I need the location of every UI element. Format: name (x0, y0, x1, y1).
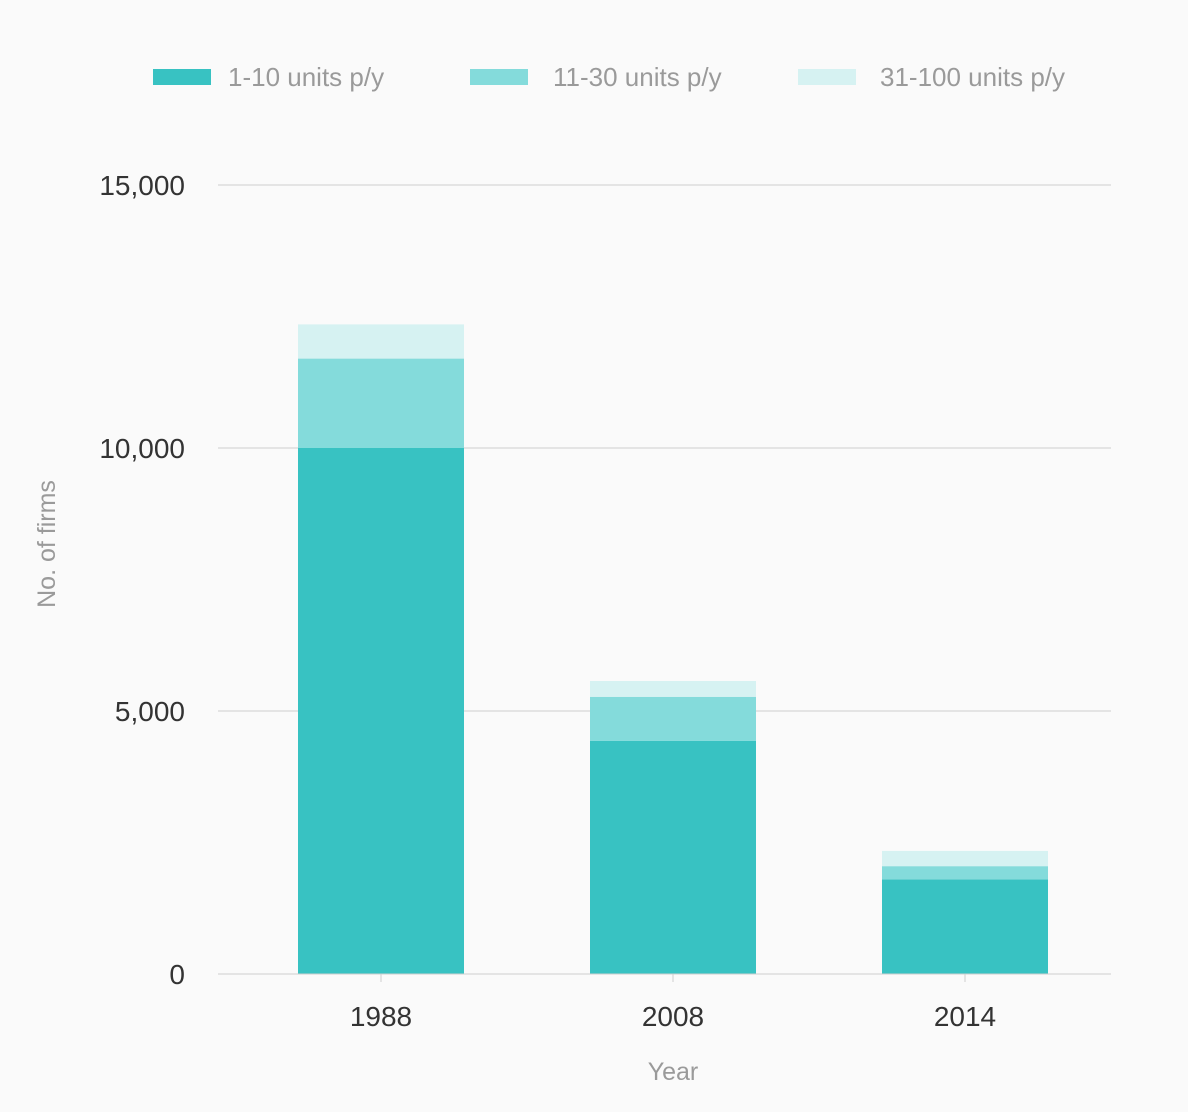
y-tick-label: 0 (169, 959, 185, 990)
x-tick-label: 2008 (642, 1001, 704, 1032)
bar-segment (298, 358, 464, 448)
bar-segment (298, 324, 464, 359)
x-axis: 1988 2008 2014 (218, 973, 1111, 1032)
y-tick-label: 15,000 (99, 170, 185, 201)
legend-label: 11-30 units p/y (553, 62, 722, 92)
bar-segment (590, 696, 756, 741)
legend-swatch (470, 69, 528, 85)
bar-segment (882, 850, 1048, 867)
legend-swatch (153, 69, 211, 85)
legend-swatch (798, 69, 856, 85)
bar-segment (590, 740, 756, 974)
bar-segment (590, 681, 756, 697)
bar-segment (882, 866, 1048, 880)
y-tick-label: 5,000 (115, 696, 185, 727)
legend-label: 1-10 units p/y (228, 62, 384, 92)
gridlines: 0 5,000 10,000 15,000 (99, 170, 1111, 990)
bars (298, 324, 1048, 974)
y-tick-label: 10,000 (99, 433, 185, 464)
legend: 1-10 units p/y 11-30 units p/y 31-100 unit… (153, 62, 1065, 92)
bar-segment (882, 879, 1048, 974)
x-tick-label: 1988 (350, 1001, 412, 1032)
legend-label: 31-100 units p/y (880, 62, 1065, 92)
x-tick-label: 2014 (934, 1001, 996, 1032)
x-axis-title: Year (648, 1058, 699, 1086)
y-axis-title: No. of firms (33, 480, 61, 608)
bar-segment (298, 448, 464, 974)
